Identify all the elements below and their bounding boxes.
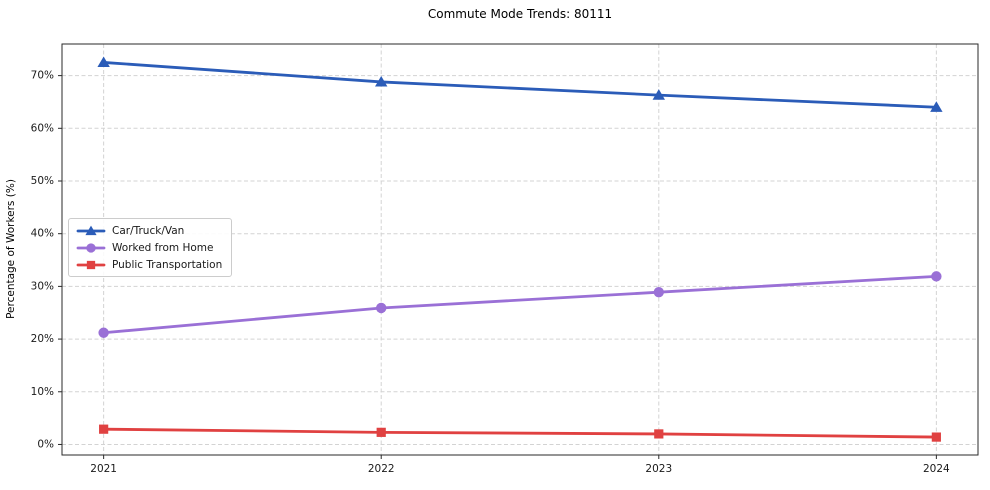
chart-title: Commute Mode Trends: 80111 (427, 7, 613, 21)
x-tick-label: 2022 (368, 463, 395, 475)
circle-marker-icon (653, 286, 664, 298)
legend-label: Car/Truck/Van (112, 224, 185, 237)
circle-marker-icon (98, 327, 109, 338)
y-tick-label: 60% (31, 122, 54, 134)
legend-line-sample (76, 225, 106, 235)
square-marker-icon (86, 260, 96, 269)
y-tick-label: 40% (31, 228, 54, 240)
triangle-marker-icon (652, 89, 665, 100)
x-tick-label: 2024 (923, 463, 950, 475)
y-tick-label: 10% (31, 386, 54, 398)
y-tick-label: 0% (37, 438, 54, 450)
legend-line-sample (76, 242, 106, 253)
legend: Car/Truck/Van Worked from Home Public Tran… (68, 218, 233, 277)
triangle-marker-icon (930, 101, 943, 112)
legend-item: Worked from Home (76, 240, 222, 255)
x-tick-label: 2023 (645, 463, 672, 475)
y-tick-label: 20% (31, 333, 54, 345)
circle-marker-icon (376, 302, 387, 314)
y-tick-label: 50% (31, 175, 54, 187)
square-marker-icon (654, 429, 664, 439)
series-line (102, 61, 938, 109)
y-tick-label: 70% (31, 70, 54, 82)
square-marker-icon (931, 432, 941, 442)
y-tick-label: 30% (31, 280, 54, 292)
triangle-marker-icon (85, 225, 97, 235)
legend-label: Public Transportation (112, 258, 223, 271)
legend-item: Car/Truck/Van (76, 223, 222, 238)
legend-item: Public Transportation (76, 257, 222, 272)
circle-marker-icon (86, 242, 96, 253)
plot-border (61, 43, 979, 456)
legend-line-sample (76, 260, 106, 269)
x-tick-label: 2021 (90, 463, 117, 475)
square-marker-icon (376, 427, 386, 437)
triangle-marker-icon (97, 56, 110, 68)
series-line (102, 427, 938, 439)
square-marker-icon (99, 424, 109, 434)
triangle-marker-icon (375, 75, 388, 87)
series-line (102, 274, 938, 335)
legend-label: Worked from Home (112, 241, 214, 254)
circle-marker-icon (931, 271, 942, 282)
